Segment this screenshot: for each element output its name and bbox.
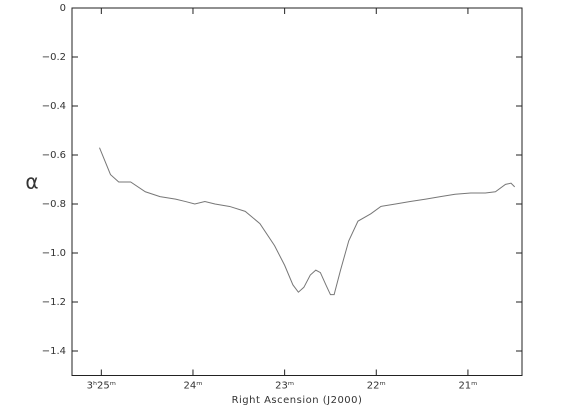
y-tick-label: −0.4 [42,101,66,112]
x-tick-label: 23ᵐ [275,381,294,392]
y-tick-label: −0.8 [42,199,66,210]
x-tick-label: 24ᵐ [183,381,202,392]
y-tick-label: −0.2 [42,52,66,63]
x-tick-label: 3ʰ25ᵐ [87,381,116,392]
y-axis-label: α [25,170,38,194]
x-axis-label: Right Ascension (J2000) [232,395,363,406]
data-line [99,147,516,296]
y-tick-label: −1.0 [42,248,66,259]
x-tick-label: 21ᵐ [458,381,477,392]
y-tick-label: −1.4 [42,346,66,357]
x-tick-label: 22ᵐ [367,381,386,392]
plot-frame [71,7,523,376]
y-tick-label: 0 [60,3,66,14]
y-tick-label: −0.6 [42,150,66,161]
y-tick-label: −1.2 [42,297,66,308]
